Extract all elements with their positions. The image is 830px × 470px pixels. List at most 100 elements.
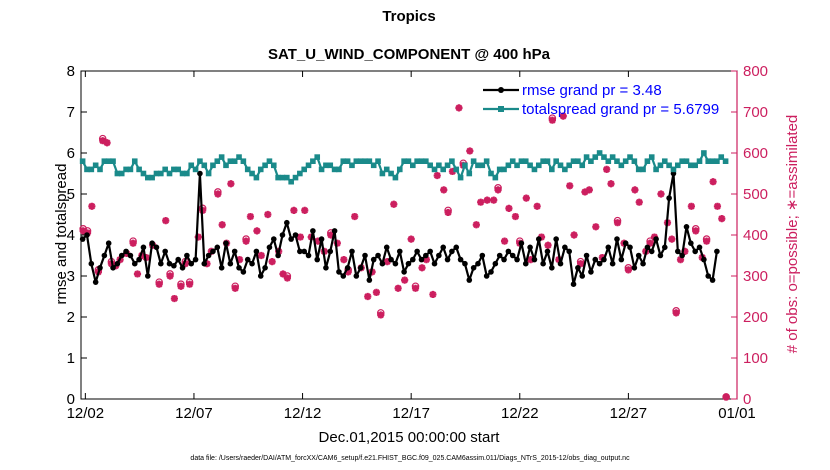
- series-rmse-point: [227, 260, 234, 267]
- series-rmse-point: [118, 252, 125, 259]
- series-rmse-point: [331, 228, 338, 234]
- series-totalspread-point: [562, 166, 568, 173]
- series-rmse-point: [158, 260, 164, 267]
- series-totalspread-point: [227, 158, 234, 164]
- series-rmse-point: [362, 252, 368, 259]
- series-rmse-point: [488, 269, 494, 275]
- series-totalspread-point: [323, 162, 329, 169]
- series-totalspread-point: [353, 158, 360, 164]
- series-totalspread-point: [492, 174, 499, 181]
- obs-assimilated-marker: [283, 274, 291, 282]
- obs-assimilated-marker: [194, 233, 202, 241]
- obs-assimilated-marker: [138, 251, 146, 260]
- obs-assimilated-marker: [372, 288, 381, 296]
- series-rmse-point: [110, 265, 116, 271]
- obs-possible-marker: [444, 206, 452, 215]
- series-rmse-point: [653, 236, 659, 242]
- obs-assimilated-marker: [490, 196, 498, 204]
- series-rmse-point: [440, 244, 447, 251]
- obs-assimilated-marker: [264, 210, 272, 219]
- obs-assimilated-marker: [401, 276, 409, 284]
- series-rmse-point: [618, 256, 625, 263]
- series-totalspread-point: [92, 162, 99, 169]
- series-totalspread-point: [609, 154, 616, 160]
- series-totalspread-point: [475, 162, 481, 169]
- obs-assimilated-marker: [668, 235, 676, 243]
- series-totalspread-point: [292, 174, 299, 181]
- series-totalspread-point: [297, 170, 303, 177]
- series-rmse-point: [431, 260, 438, 267]
- obs-assimilated-marker: [687, 202, 695, 210]
- obs-assimilated-marker: [537, 233, 546, 241]
- data-file-footnote: data file: /Users/raeder/DAI/ATM_forcXX/…: [190, 455, 630, 462]
- series-totalspread-point: [249, 170, 255, 177]
- series-totalspread-point: [644, 158, 651, 164]
- series-totalspread-point: [583, 154, 590, 160]
- obs-possible-marker: [702, 235, 711, 243]
- y-tick-label-right: 100: [743, 350, 768, 367]
- series-totalspread-point: [705, 158, 712, 164]
- series-rmse-point: [466, 277, 473, 283]
- obs-possible-marker: [646, 237, 654, 245]
- series-totalspread-point: [683, 158, 690, 164]
- series-totalspread-point: [648, 154, 655, 160]
- series-totalspread-point: [405, 158, 412, 164]
- series-totalspread-point: [423, 158, 429, 164]
- series-totalspread-point: [144, 174, 151, 181]
- series-rmse-point: [275, 252, 281, 259]
- obs-assimilated-marker: [418, 264, 426, 272]
- series-totalspread-point: [514, 162, 520, 169]
- series-totalspread-point: [675, 162, 681, 169]
- series-rmse-point: [522, 260, 529, 267]
- series-rmse-point: [518, 240, 525, 246]
- series-totalspread-point: [105, 158, 112, 164]
- x-tick-label: 01/01: [718, 405, 756, 422]
- obs-assimilated-marker: [279, 270, 287, 278]
- series-rmse-point: [414, 248, 420, 255]
- series-totalspread-point: [223, 162, 229, 169]
- obs-assimilated-marker: [351, 212, 359, 221]
- series-rmse-point: [701, 256, 707, 263]
- obs-assimilated-marker: [585, 186, 593, 194]
- series-rmse-point: [218, 265, 225, 271]
- obs-assimilated-marker: [533, 202, 541, 210]
- series-totalspread-point: [327, 162, 334, 169]
- chart-subtitle: SAT_U_WIND_COMPONENT @ 400 hPa: [268, 46, 551, 63]
- obs-possible-marker: [494, 184, 502, 192]
- series-totalspread-point: [701, 150, 707, 156]
- series-totalspread-point: [614, 158, 620, 164]
- obs-possible-marker: [231, 282, 240, 291]
- series-rmse-point: [540, 260, 546, 267]
- series-rmse-point: [661, 244, 668, 251]
- series-rmse-point: [127, 252, 134, 259]
- obs-possible-marker: [79, 225, 87, 233]
- series-rmse-point: [501, 256, 507, 263]
- series-totalspread-point: [714, 158, 720, 164]
- y-tick-label-left: 4: [67, 227, 75, 244]
- series-totalspread-point: [114, 170, 121, 177]
- series-totalspread-point: [470, 158, 477, 164]
- series-totalspread-point: [388, 170, 394, 177]
- obs-assimilated-marker: [218, 221, 226, 229]
- series-totalspread-point: [540, 158, 546, 164]
- series-rmse-point: [370, 256, 377, 263]
- series-rmse-point: [175, 256, 182, 263]
- series-totalspread-point: [453, 166, 460, 173]
- series-rmse-point: [305, 252, 312, 259]
- series-rmse-point: [201, 260, 208, 267]
- series-totalspread-point: [661, 158, 668, 164]
- series-rmse-point: [396, 248, 403, 255]
- series-rmse-point: [679, 252, 685, 259]
- series-totalspread-point: [97, 166, 103, 173]
- obs-assimilated-marker: [511, 212, 520, 221]
- obs-assimilated-marker: [722, 393, 730, 401]
- y-tick-label-left: 1: [67, 350, 75, 367]
- series-rmse-point: [492, 260, 499, 267]
- series-rmse-point: [505, 248, 512, 255]
- series-rmse-point: [297, 248, 303, 255]
- series-rmse-point: [627, 244, 633, 251]
- obs-assimilated-marker: [672, 309, 680, 317]
- series-rmse-point: [657, 252, 664, 259]
- series-totalspread-point: [375, 158, 381, 164]
- series-rmse-point: [310, 228, 316, 234]
